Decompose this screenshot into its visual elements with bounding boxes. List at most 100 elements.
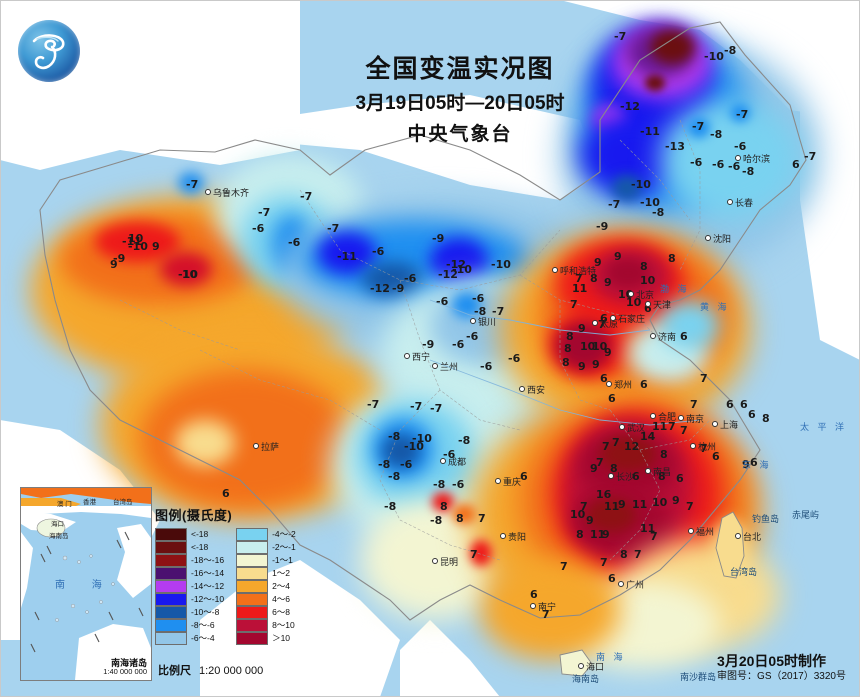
station-value: -8	[384, 500, 397, 513]
legend-label: -10～-8	[191, 607, 220, 617]
city-label: 银川	[478, 317, 497, 327]
station-value: 9	[614, 250, 622, 263]
station-value: 11	[652, 420, 668, 433]
legend-label: 1～2	[272, 568, 291, 578]
city-label: 石家庄	[618, 314, 646, 324]
inset-label: 海口	[51, 521, 64, 528]
station-value: -12	[620, 100, 640, 113]
station-value: -8	[458, 434, 471, 447]
city-label: 武汉	[627, 423, 646, 433]
station-value: -8	[378, 458, 391, 471]
scale-bar: 比例尺 1:20 000 000	[158, 662, 263, 678]
station-value: 9	[602, 528, 610, 541]
inset-label: 香港	[83, 499, 96, 506]
city-item: 西宁	[404, 350, 430, 363]
legend-label: -6～-4	[191, 633, 215, 643]
station-value: 7	[570, 298, 578, 311]
station-value: 6	[750, 456, 758, 469]
city-item: 银川	[470, 315, 496, 328]
station-value: -9	[432, 232, 445, 245]
city-marker-icon	[608, 473, 614, 479]
station-value: 11	[604, 500, 620, 513]
production-time: 3月20日05时制作	[717, 653, 826, 670]
station-value: 8	[620, 548, 628, 561]
city-item: 石家庄	[610, 312, 645, 325]
legend-label: -18～-16	[191, 555, 225, 565]
sea-label: 渤 海	[660, 284, 690, 294]
station-value: -6	[508, 352, 521, 365]
station-value: 7	[575, 272, 583, 285]
legend-row: -14～-12	[155, 579, 224, 593]
inset-label: 澳 门	[57, 501, 72, 508]
legend-row: -6～-4	[155, 631, 224, 645]
station-value: 7	[612, 436, 620, 449]
scale-value: 1:20 000 000	[199, 665, 264, 677]
city-label: 成都	[448, 457, 467, 467]
field-ne-darkred	[650, 30, 694, 64]
station-value: -7	[804, 150, 817, 163]
legend-swatch	[155, 579, 187, 593]
station-value: 7	[598, 318, 606, 331]
station-value: 6	[676, 472, 684, 485]
south-china-sea-inset: 南 海 澳 门 香港 台湾岛 海口 海南岛 南海诸岛 1:40 000 000	[20, 487, 152, 681]
station-value: -6	[288, 236, 301, 249]
station-value: 10	[182, 268, 198, 281]
station-value: 6	[608, 572, 616, 585]
station-value: -8	[388, 470, 401, 483]
station-value: 9	[594, 256, 602, 269]
legend-row: -18～-16	[155, 553, 225, 567]
legend-label: 8～10	[272, 620, 295, 630]
city-item: 天津	[645, 298, 671, 311]
legend-swatch	[155, 553, 187, 567]
legend-row: -16～-14	[155, 566, 224, 580]
city-label: 南宁	[538, 602, 557, 612]
field-ne-spot2	[730, 104, 750, 122]
city-item: 郑州	[606, 378, 632, 391]
station-value: 6	[680, 330, 688, 343]
station-value: 6	[600, 372, 608, 385]
city-marker-icon	[432, 558, 438, 564]
city-label: 重庆	[503, 477, 522, 487]
field-jiangxi-core	[600, 436, 656, 472]
field-im-core2	[430, 238, 488, 284]
station-value: 7	[560, 560, 568, 573]
station-value: 6	[640, 378, 648, 391]
city-item: 长沙	[608, 470, 634, 483]
legend-swatch	[236, 579, 269, 593]
station-value: -6	[452, 338, 465, 351]
station-value: 10	[652, 496, 668, 509]
station-value: -7	[367, 398, 380, 411]
island-label: 赤尾屿	[792, 510, 820, 520]
city-marker-icon	[470, 318, 476, 324]
city-item: 拉萨	[253, 440, 279, 453]
legend-label: -1～1	[272, 555, 293, 565]
inset-sea-label: 南 海	[55, 580, 114, 591]
station-value: 6	[748, 408, 756, 421]
city-marker-icon	[500, 533, 506, 539]
station-value: -6	[372, 245, 385, 258]
station-value: 6	[644, 302, 652, 315]
title-block: 全国变温实况图 3月19日05时—20日05时 中央气象台	[330, 54, 590, 146]
inset-scale: 1:40 000 000	[103, 667, 147, 677]
station-value: 6	[600, 312, 608, 325]
station-value: 7	[690, 398, 698, 411]
field-xinjiang-hot2	[160, 252, 212, 286]
station-value: 14	[640, 430, 656, 443]
station-value: 9	[604, 276, 612, 289]
station-value: 9	[586, 514, 594, 527]
city-label: 贵阳	[508, 532, 527, 542]
city-marker-icon	[727, 199, 733, 205]
city-item: 沈阳	[705, 232, 731, 245]
city-label: 哈尔滨	[743, 154, 771, 164]
inset-caption: 南海诸岛 1:40 000 000	[103, 658, 147, 677]
station-value: 9	[110, 258, 118, 271]
station-value: -8	[724, 44, 737, 57]
spot-hot-sichuan	[432, 492, 454, 512]
city-label: 长春	[735, 198, 754, 208]
station-value: -6	[472, 292, 485, 305]
island-label: 海南岛	[572, 674, 600, 684]
legend-label: ＞10	[272, 633, 291, 643]
city-label: 呼和浩特	[560, 266, 597, 276]
station-value: 6	[726, 398, 734, 411]
